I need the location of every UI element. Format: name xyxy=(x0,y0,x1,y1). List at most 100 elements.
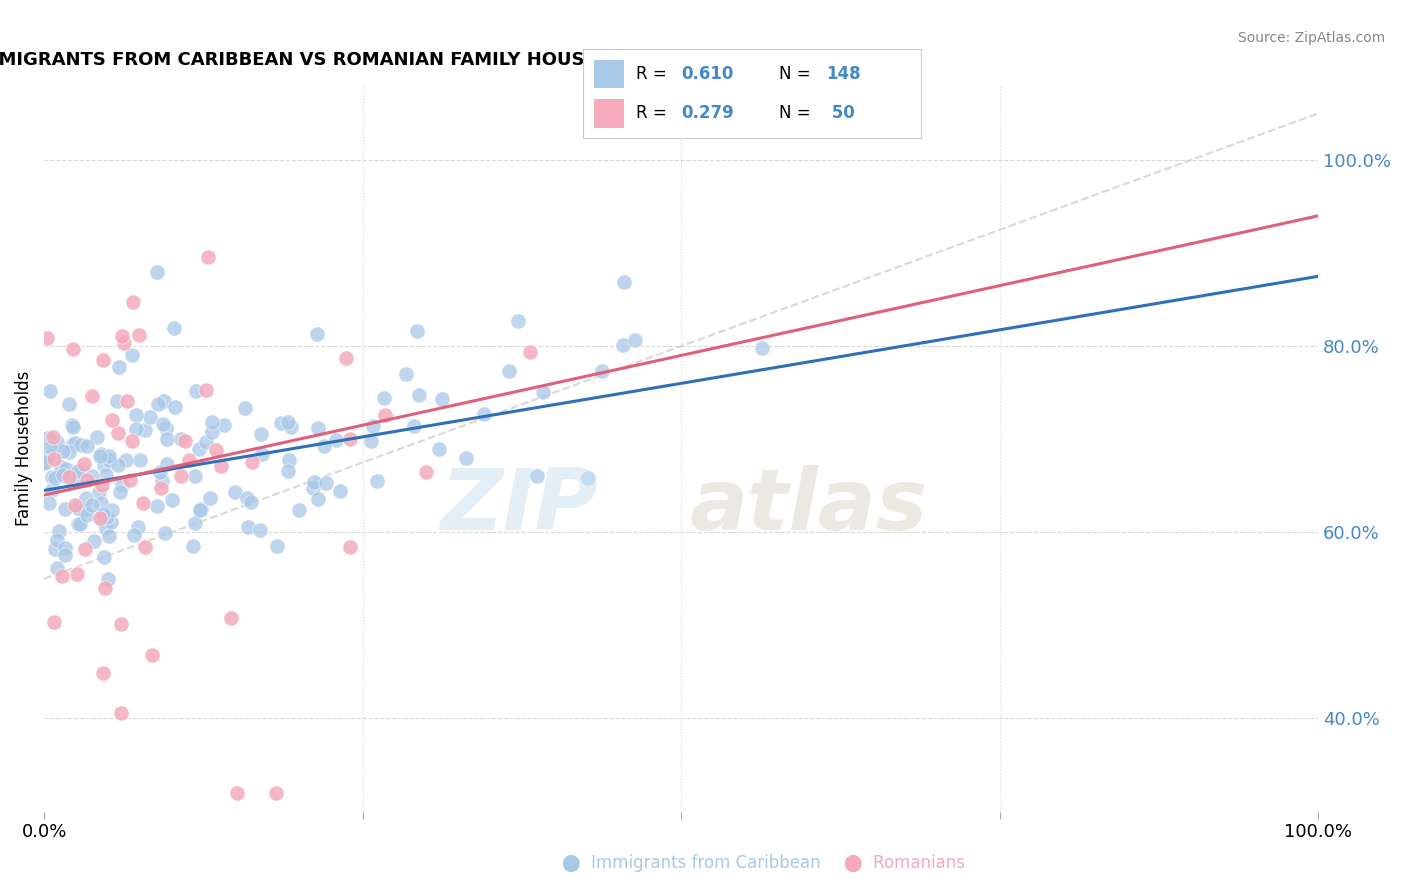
Point xyxy=(51,569,73,583)
Point xyxy=(131,496,153,510)
Point xyxy=(219,611,242,625)
Point xyxy=(63,435,86,450)
Point xyxy=(408,388,430,402)
Text: N =: N = xyxy=(779,65,811,83)
Point xyxy=(93,458,115,472)
Point xyxy=(72,503,94,517)
Point xyxy=(233,401,256,416)
Point xyxy=(339,432,361,446)
Point xyxy=(69,438,91,452)
Point xyxy=(472,407,495,421)
Point xyxy=(146,397,169,411)
Point xyxy=(48,524,70,538)
Point xyxy=(498,364,520,378)
Point xyxy=(121,348,143,362)
Point xyxy=(406,324,429,338)
FancyBboxPatch shape xyxy=(593,99,624,128)
Point xyxy=(301,481,323,495)
Point xyxy=(101,503,124,517)
Point xyxy=(576,471,599,485)
Point xyxy=(181,539,204,553)
Point xyxy=(163,320,186,334)
Point xyxy=(87,485,110,500)
Point xyxy=(60,437,83,451)
Point xyxy=(53,548,76,562)
Point xyxy=(280,419,302,434)
Point xyxy=(156,458,179,472)
Point xyxy=(186,384,208,399)
Point xyxy=(134,423,156,437)
Point xyxy=(240,495,263,509)
Point xyxy=(52,444,75,458)
Point xyxy=(58,397,80,411)
Point xyxy=(34,456,56,470)
Point xyxy=(53,501,76,516)
Point xyxy=(201,425,224,439)
Y-axis label: Family Households: Family Households xyxy=(15,371,32,526)
Point xyxy=(111,328,134,343)
Point xyxy=(612,338,634,352)
Point xyxy=(66,500,89,515)
Point xyxy=(325,433,347,447)
Text: atlas: atlas xyxy=(689,465,928,548)
Point xyxy=(201,415,224,429)
Point xyxy=(307,491,329,506)
Point xyxy=(76,473,98,487)
Point xyxy=(70,463,93,477)
Point xyxy=(508,314,530,328)
Text: Source: ZipAtlas.com: Source: ZipAtlas.com xyxy=(1237,31,1385,45)
Point xyxy=(86,430,108,444)
Point xyxy=(75,542,97,557)
Point xyxy=(363,418,385,433)
Point xyxy=(120,473,142,487)
Point xyxy=(114,336,136,351)
Point xyxy=(49,460,72,475)
Point xyxy=(46,561,69,575)
Point xyxy=(90,496,112,510)
Point xyxy=(200,491,222,505)
Point xyxy=(519,345,541,359)
Point xyxy=(121,294,143,309)
Point xyxy=(122,527,145,541)
Point xyxy=(139,409,162,424)
Point xyxy=(67,464,90,478)
Point xyxy=(312,439,335,453)
Point xyxy=(277,464,299,478)
Point xyxy=(155,421,177,435)
Text: 0.610: 0.610 xyxy=(682,65,734,83)
Point xyxy=(107,458,129,472)
Point xyxy=(62,420,84,434)
Point xyxy=(624,333,647,347)
Point xyxy=(89,511,111,525)
Point xyxy=(108,359,131,374)
Point xyxy=(249,427,271,442)
Point xyxy=(44,471,66,485)
Text: N =: N = xyxy=(779,104,811,122)
Point xyxy=(93,508,115,522)
Point xyxy=(162,493,184,508)
Point xyxy=(146,499,169,513)
Point xyxy=(53,541,76,555)
Point xyxy=(37,450,59,464)
Point xyxy=(209,458,232,473)
Point xyxy=(150,481,173,495)
Point xyxy=(360,434,382,448)
Point xyxy=(94,467,117,482)
Point xyxy=(66,470,89,484)
Point xyxy=(264,786,287,800)
Point xyxy=(373,391,395,405)
Point xyxy=(107,425,129,440)
Point xyxy=(42,430,65,444)
Point xyxy=(236,519,259,533)
Point xyxy=(93,665,115,680)
Point xyxy=(96,510,118,524)
Point xyxy=(277,415,299,429)
Point xyxy=(94,581,117,595)
Point xyxy=(73,457,96,471)
Point xyxy=(129,453,152,467)
Point xyxy=(76,439,98,453)
Point xyxy=(456,451,478,466)
Point xyxy=(62,342,84,356)
Point xyxy=(531,385,554,400)
Point xyxy=(305,326,328,341)
